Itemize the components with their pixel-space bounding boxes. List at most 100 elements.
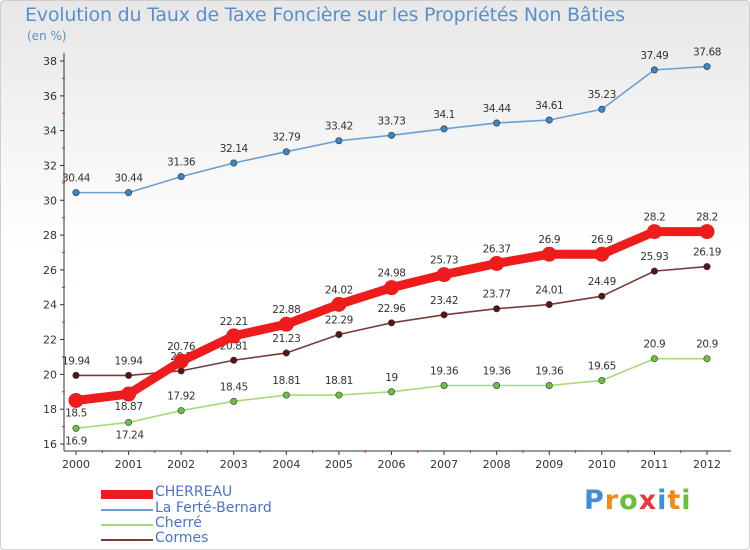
data-point-cherreau-2009: [541, 246, 557, 262]
legend-item-cormes: Cormes: [101, 530, 361, 548]
data-point-cherreau-2004: [278, 316, 294, 332]
data-point-cherre-2001: [125, 418, 133, 426]
y-tick-label-20: 20: [43, 368, 57, 381]
legend-swatch-cherreau: [101, 489, 153, 499]
data-point-cherreau-2006: [384, 280, 399, 296]
data-point-cormes-2002: [177, 367, 185, 375]
data-point-cherreau-2010: [594, 246, 610, 262]
chart-title: Evolution du Taux de Taxe Foncière sur l…: [25, 4, 625, 26]
data-point-cherre-2009: [545, 382, 553, 390]
legend-swatch-la-ferte-bernard: [101, 509, 153, 511]
data-point-la-ferte-bernard-2012: [703, 63, 711, 71]
legend-swatch-cherre: [101, 524, 153, 526]
data-point-cherre-2000: [72, 424, 80, 432]
data-point-cherreau-2001: [121, 386, 137, 402]
data-label-la-ferte-bernard-2005: 33.42: [325, 121, 353, 133]
brand-letter-1: r: [604, 485, 620, 516]
data-label-la-ferte-bernard-2010: 35.23: [588, 89, 616, 101]
y-tick-label-22: 22: [43, 334, 57, 347]
y-tick-label-34: 34: [43, 125, 57, 138]
data-label-cormes-2006: 22.96: [377, 303, 406, 315]
data-label-la-ferte-bernard-2001: 30.44: [115, 173, 144, 185]
data-point-cherreau-2005: [331, 296, 347, 312]
data-label-cormes-2005: 22.29: [325, 314, 353, 326]
data-label-la-ferte-bernard-2004: 32.79: [272, 132, 300, 144]
brand-letter-2: o: [619, 485, 639, 516]
data-label-la-ferte-bernard-2008: 34.44: [483, 103, 512, 115]
series-line-la-ferte-bernard: [75, 65, 708, 194]
data-point-la-ferte-bernard-2002: [177, 173, 185, 181]
data-point-la-ferte-bernard-2005: [335, 137, 343, 145]
data-point-cherre-2003: [230, 397, 238, 405]
data-label-cormes-2010: 24.49: [588, 276, 616, 288]
data-label-cherreau-2002: 20.76: [167, 341, 196, 353]
data-label-cherreau-2012: 28.2: [696, 212, 718, 224]
data-label-cherreau-2009: 26.9: [538, 234, 560, 246]
data-point-cherreau-2000: [68, 392, 84, 408]
data-point-cherre-2010: [598, 376, 606, 384]
data-point-cormes-2007: [440, 311, 448, 319]
data-point-la-ferte-bernard-2003: [230, 159, 238, 167]
y-tick-label-26: 26: [43, 264, 57, 277]
data-label-cherre-2002: 17.92: [167, 391, 195, 403]
y-tick-label-32: 32: [43, 159, 57, 172]
data-label-cormes-2012: 26.19: [693, 247, 721, 259]
legend-item-cherre: Cherré: [101, 515, 361, 533]
brand-letter-4: i: [657, 485, 668, 516]
data-label-cherreau-2005: 24.02: [325, 284, 353, 296]
data-point-cherreau-2002: [173, 353, 189, 369]
data-label-cherre-2011: 20.9: [644, 339, 666, 351]
data-label-cherreau-2001: 18.87: [115, 401, 143, 413]
x-tick-label-2000: 2000: [62, 458, 90, 471]
legend-swatch-cormes: [101, 539, 153, 541]
data-point-la-ferte-bernard-2007: [440, 125, 448, 133]
data-point-la-ferte-bernard-2011: [650, 66, 658, 74]
data-point-cormes-2003: [230, 356, 238, 364]
data-point-la-ferte-bernard-2010: [598, 105, 606, 113]
data-point-cherre-2008: [493, 382, 501, 390]
data-point-cherre-2011: [650, 355, 658, 363]
data-label-cherre-2008: 19.36: [483, 366, 512, 378]
data-label-cormes-2008: 23.77: [483, 289, 511, 301]
data-point-cormes-2005: [335, 330, 343, 338]
data-label-cormes-2000: 19.94: [62, 355, 91, 367]
x-tick-label-2012: 2012: [693, 458, 721, 471]
x-tick-label-2006: 2006: [378, 458, 406, 471]
data-point-cormes-2004: [282, 349, 290, 357]
y-tick-label-24: 24: [43, 299, 57, 312]
data-label-cormes-2011: 25.93: [640, 251, 668, 263]
data-point-cormes-2000: [72, 371, 80, 379]
data-point-cherre-2004: [282, 391, 290, 399]
x-tick-label-2007: 2007: [430, 458, 458, 471]
data-point-la-ferte-bernard-2004: [282, 148, 290, 156]
data-point-cherre-2005: [335, 391, 343, 399]
data-label-cherreau-2006: 24.98: [377, 268, 405, 280]
brand-letter-3: x: [638, 485, 658, 516]
x-tick-label-2004: 2004: [272, 458, 300, 471]
data-label-la-ferte-bernard-2011: 37.49: [640, 50, 668, 62]
data-label-cherreau-2004: 22.88: [272, 304, 300, 316]
data-point-la-ferte-bernard-2008: [493, 119, 501, 127]
data-point-cherreau-2012: [699, 224, 715, 240]
data-label-cherreau-2011: 28.2: [644, 212, 666, 224]
data-label-cherre-2005: 18.81: [325, 375, 353, 387]
data-point-cherre-2007: [440, 382, 448, 390]
data-label-cherreau-2003: 22.21: [220, 316, 248, 328]
data-point-cormes-2012: [703, 263, 711, 271]
y-tick-label-30: 30: [43, 194, 57, 207]
data-label-cherreau-2010: 26.9: [591, 234, 613, 246]
legend-label-cherre: Cherré: [155, 515, 202, 531]
data-label-cormes-2004: 21.23: [272, 333, 300, 345]
data-label-cormes-2009: 24.01: [535, 285, 563, 297]
data-point-cherreau-2007: [436, 267, 452, 283]
y-tick-label-38: 38: [43, 55, 57, 68]
brand-letter-0: P: [584, 485, 605, 516]
y-tick-label-36: 36: [43, 90, 57, 103]
brand-letter-6: i: [681, 485, 692, 516]
data-point-cherreau-2011: [646, 224, 662, 240]
data-label-cherre-2009: 19.36: [535, 366, 564, 378]
data-point-cormes-2010: [598, 292, 606, 300]
data-label-la-ferte-bernard-2009: 34.61: [535, 100, 563, 112]
